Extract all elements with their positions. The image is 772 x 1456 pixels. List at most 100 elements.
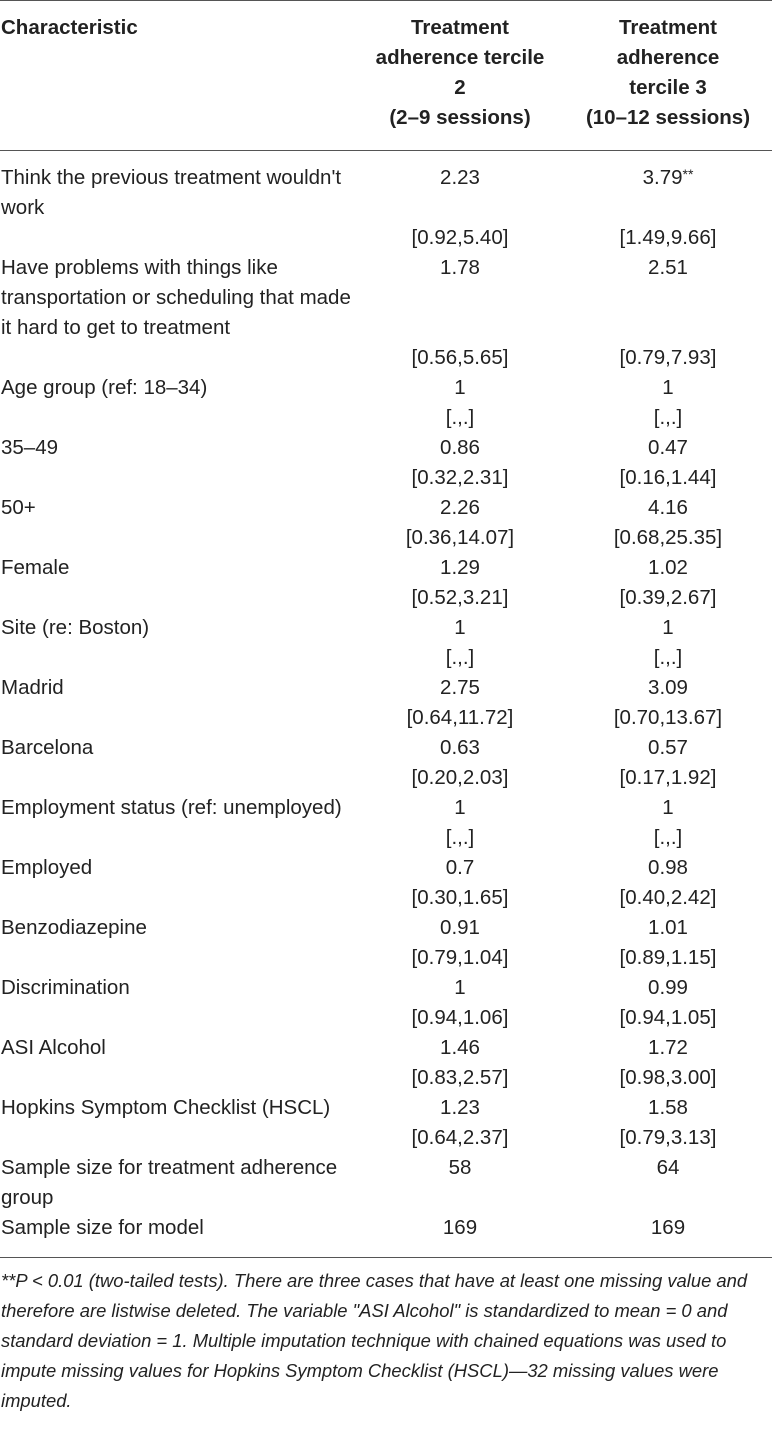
cell-tercile-3: 3.79** [564, 151, 772, 224]
table-row-ci: [0.36,14.07] [0.68,25.35] [0, 523, 772, 553]
cell-tercile-2-value: 1.29 [440, 556, 480, 579]
cell-tercile-3-value: 1 [662, 616, 674, 639]
table-row-ci: [0.52,3.21] [0.39,2.67] [0, 583, 772, 613]
cell-tercile-2: [0.52,3.21] [356, 583, 564, 613]
header-tercile-2-line: Treatment [411, 16, 509, 39]
table-row: Sample size for model 169 169 [0, 1213, 772, 1258]
footnote-pvalue: P < 0.01 [15, 1270, 84, 1291]
cell-tercile-2: [.,.] [356, 823, 564, 853]
cell-tercile-3-value: [0.16,1.44] [619, 466, 717, 489]
cell-tercile-3-value: [0.79,7.93] [619, 346, 717, 369]
cell-tercile-2: 1.23 [356, 1093, 564, 1123]
cell-tercile-2: 2.23 [356, 151, 564, 224]
row-label [0, 1003, 356, 1033]
cell-tercile-2-value: 169 [442, 1216, 478, 1239]
cell-tercile-2: [0.79,1.04] [356, 943, 564, 973]
row-label: Sample size for model [1, 1216, 204, 1239]
table-row: Female 1.29 1.02 [0, 553, 772, 583]
cell-tercile-2: 58 [356, 1153, 564, 1213]
cell-tercile-3-value: 4.16 [648, 496, 688, 519]
row-label [0, 883, 356, 913]
cell-tercile-2: [.,.] [356, 643, 564, 673]
table-row: Site (re: Boston) 1 1 [0, 613, 772, 643]
cell-tercile-2-value: 0.91 [440, 916, 480, 939]
cell-tercile-2: 1 [356, 973, 564, 1003]
row-label [0, 763, 356, 793]
cell-tercile-2-value: 1.78 [440, 256, 480, 279]
cell-tercile-3: 3.09 [564, 673, 772, 703]
cell-tercile-3: [0.39,2.67] [564, 583, 772, 613]
table-row: Have problems with things like transport… [0, 253, 772, 343]
cell-tercile-3-value: [1.49,9.66] [619, 226, 717, 249]
cell-tercile-2: 1 [356, 793, 564, 823]
table-row: Employed 0.7 0.98 [0, 853, 772, 883]
cell-tercile-2: 2.26 [356, 493, 564, 523]
cell-tercile-2: 1.29 [356, 553, 564, 583]
header-tercile-3: Treatment adherence tercile 3 (10–12 ses… [564, 1, 772, 151]
cell-tercile-2: [.,.] [356, 403, 564, 433]
table-row-ci: [0.64,2.37] [0.79,3.13] [0, 1123, 772, 1153]
cell-tercile-2: [0.32,2.31] [356, 463, 564, 493]
cell-tercile-2: [0.64,11.72] [356, 703, 564, 733]
header-tercile-3-line: (10–12 sessions) [585, 106, 751, 129]
cell-tercile-2-value: 1.23 [440, 1096, 480, 1119]
cell-tercile-2-value: [.,.] [445, 646, 475, 669]
cell-tercile-2-value: 1 [454, 976, 466, 999]
cell-tercile-2-value: [0.64,11.72] [406, 706, 514, 729]
row-label: ASI Alcohol [1, 1036, 106, 1059]
table-row: 35–49 0.86 0.47 [0, 433, 772, 463]
cell-tercile-2: 1.78 [356, 253, 564, 343]
cell-tercile-3-value: 1 [662, 376, 674, 399]
cell-tercile-3-value: [0.40,2.42] [619, 886, 717, 909]
cell-tercile-2: [0.56,5.65] [356, 343, 564, 373]
cell-tercile-3-value: 0.57 [648, 736, 688, 759]
cell-tercile-2-value: 0.63 [440, 736, 480, 759]
cell-tercile-2: [0.83,2.57] [356, 1063, 564, 1093]
cell-tercile-3: [0.40,2.42] [564, 883, 772, 913]
table-row: Think the previous treatment wouldn't wo… [0, 151, 772, 224]
cell-tercile-2: [0.94,1.06] [356, 1003, 564, 1033]
cell-tercile-3-value: 2.51 [648, 256, 688, 279]
cell-tercile-2-value: [.,.] [445, 826, 475, 849]
row-label [0, 583, 356, 613]
row-label: Madrid [1, 676, 64, 699]
cell-tercile-2-value: 1 [454, 616, 466, 639]
results-table: Characteristic Treatment adherence terci… [0, 0, 772, 1258]
row-label: Discrimination [1, 976, 130, 999]
cell-tercile-2-value: [0.36,14.07] [405, 526, 515, 549]
row-label: Have problems with things like transport… [1, 256, 351, 339]
header-tercile-2-line: (2–9 sessions) [389, 106, 531, 129]
row-label: Sample size for treatment adherence grou… [1, 1156, 338, 1209]
cell-tercile-2: 2.75 [356, 673, 564, 703]
table-body: Think the previous treatment wouldn't wo… [0, 151, 772, 1258]
header-tercile-3-line: tercile 3 [629, 76, 707, 99]
table-row-ci: [0.79,1.04] [0.89,1.15] [0, 943, 772, 973]
cell-tercile-3-value: 3.79 [642, 166, 683, 189]
table-row-ci: [.,.] [.,.] [0, 823, 772, 853]
table-row-ci: [0.32,2.31] [0.16,1.44] [0, 463, 772, 493]
cell-tercile-3-value: [0.98,3.00] [619, 1066, 717, 1089]
cell-tercile-3-value: [0.39,2.67] [619, 586, 717, 609]
row-label: 50+ [1, 496, 36, 519]
cell-tercile-2-value: 2.23 [440, 166, 480, 189]
table-row: Sample size for treatment adherence grou… [0, 1153, 772, 1213]
cell-tercile-3-value: [.,.] [653, 826, 683, 849]
row-label: Think the previous treatment wouldn't wo… [1, 166, 342, 219]
row-label [0, 703, 356, 733]
cell-tercile-2-value: [0.92,5.40] [411, 226, 509, 249]
cell-tercile-3: [0.68,25.35] [564, 523, 772, 553]
significance-stars: ** [682, 166, 694, 182]
cell-tercile-3-value: 1.02 [648, 556, 688, 579]
cell-tercile-3: [0.89,1.15] [564, 943, 772, 973]
table-row-ci: [0.64,11.72] [0.70,13.67] [0, 703, 772, 733]
row-label [0, 463, 356, 493]
table-footnote: **P < 0.01 (two-tailed tests). There are… [0, 1258, 772, 1416]
table-row: Madrid 2.75 3.09 [0, 673, 772, 703]
cell-tercile-3: 1.72 [564, 1033, 772, 1063]
cell-tercile-2: [0.36,14.07] [356, 523, 564, 553]
cell-tercile-2: 1 [356, 373, 564, 403]
cell-tercile-3: 169 [564, 1213, 772, 1258]
table-row-ci: [0.94,1.06] [0.94,1.05] [0, 1003, 772, 1033]
cell-tercile-3-value: [0.89,1.15] [619, 946, 717, 969]
cell-tercile-3-value: 1 [662, 796, 674, 819]
